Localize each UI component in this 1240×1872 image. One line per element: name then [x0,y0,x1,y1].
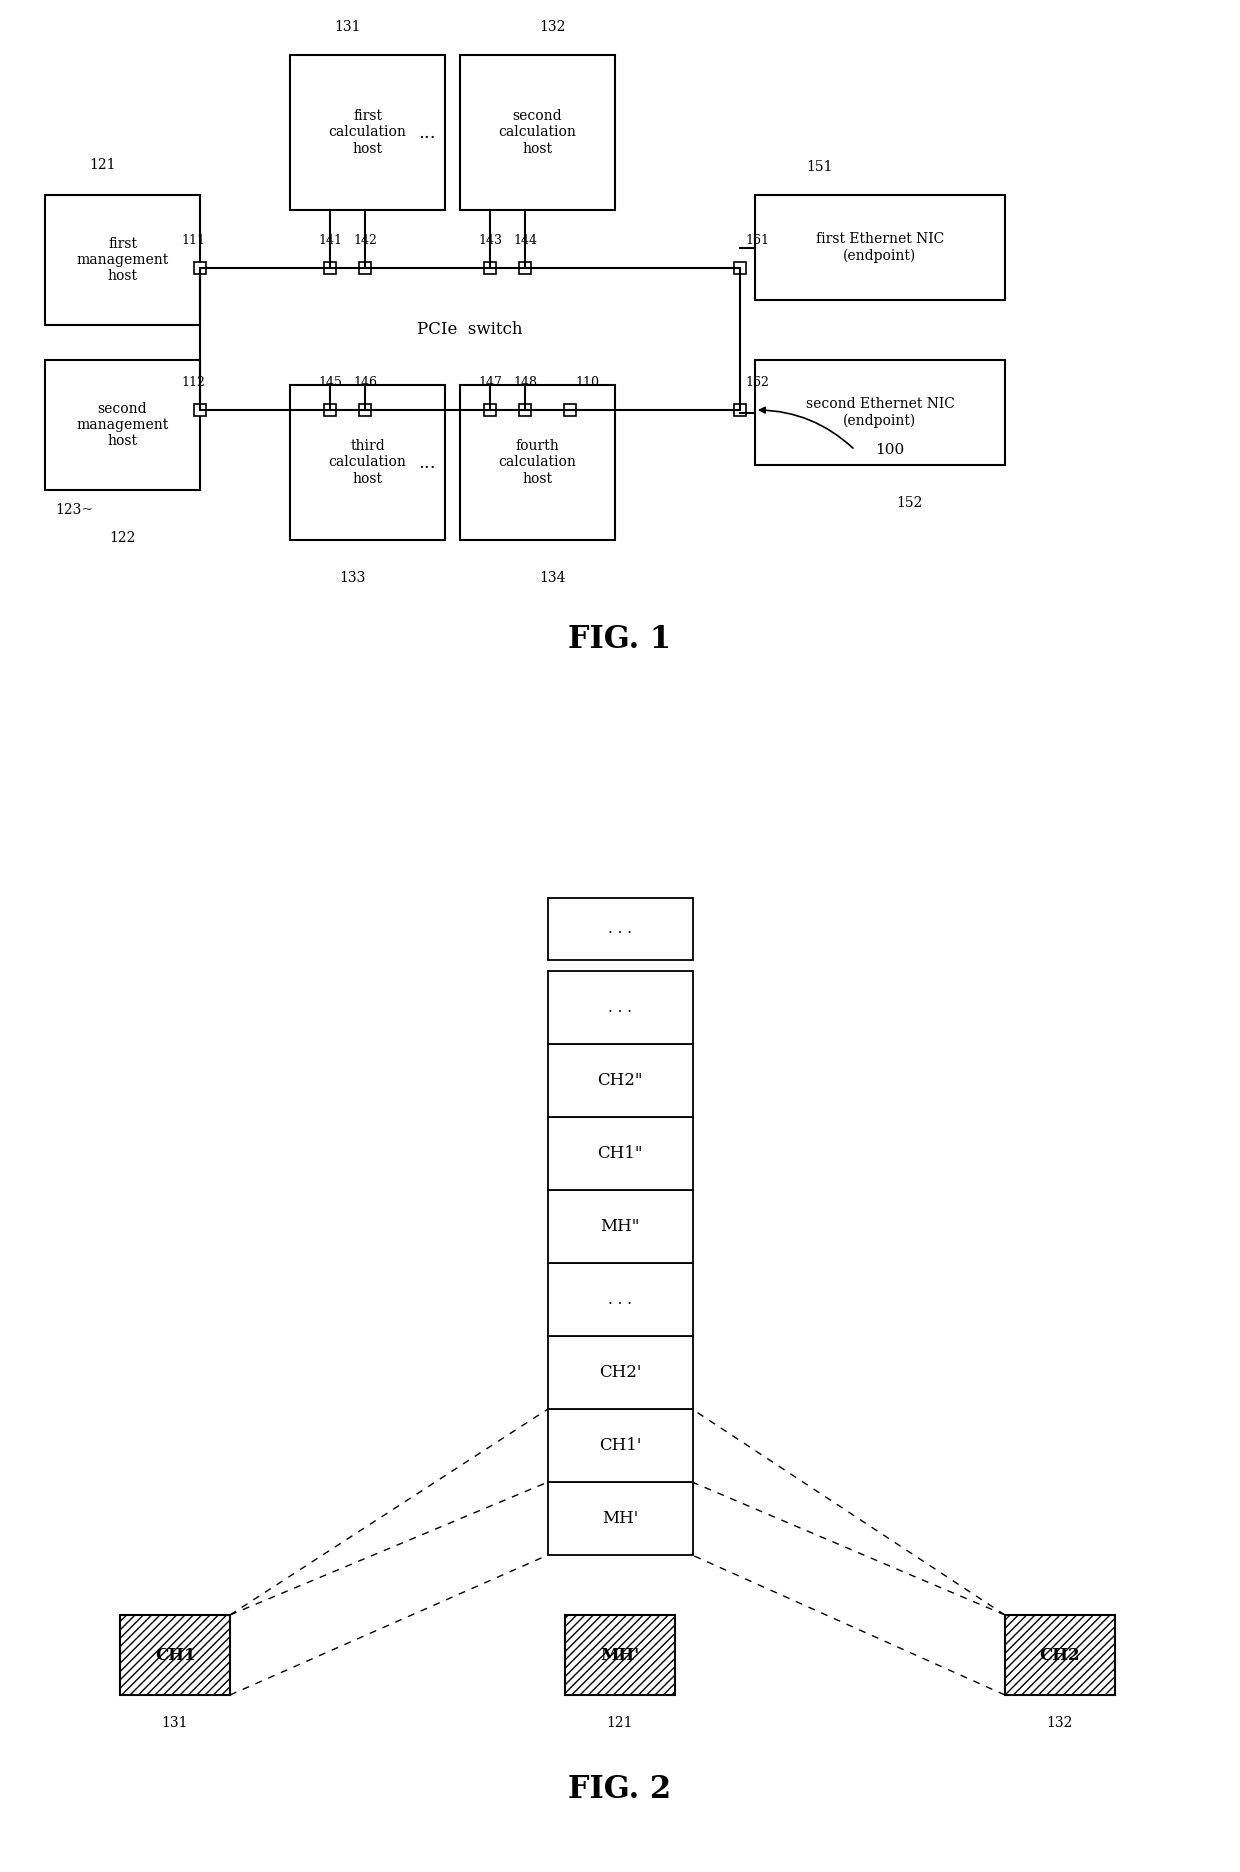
Text: CH2': CH2' [599,1365,641,1382]
Text: 100: 100 [875,444,905,457]
Text: CH1: CH1 [155,1647,195,1664]
Text: 161: 161 [745,234,769,247]
Text: 151: 151 [807,159,833,174]
Text: 121: 121 [89,157,115,172]
Bar [193,404,206,416]
Text: 147: 147 [479,376,502,389]
Text: 132: 132 [1047,1717,1073,1730]
Text: second
calculation
host: second calculation host [498,109,577,155]
Text: 132: 132 [539,21,565,34]
Text: 152: 152 [897,496,924,509]
Text: 111: 111 [181,234,205,247]
Text: 123~: 123~ [55,504,93,517]
Bar [548,899,693,960]
Bar [193,262,206,273]
Text: FIG. 2: FIG. 2 [568,1775,672,1805]
Text: . . .: . . . [608,1000,632,1015]
Bar [290,54,445,210]
Bar [120,1616,229,1694]
Text: 146: 146 [353,376,377,389]
Bar [45,195,200,326]
Text: FIG. 1: FIG. 1 [568,625,672,655]
Text: 112: 112 [181,376,205,389]
Text: CH1': CH1' [599,1438,641,1455]
Text: 142: 142 [353,234,377,247]
Text: 133: 133 [340,571,366,584]
Text: 143: 143 [477,234,502,247]
Bar [360,262,371,273]
Text: MH': MH' [601,1511,639,1528]
Text: ...: ... [419,124,436,142]
Bar [520,404,531,416]
Bar [324,404,336,416]
Bar [565,1616,675,1694]
Text: 134: 134 [539,571,565,584]
Text: 145: 145 [319,376,342,389]
Text: first
management
host: first management host [77,236,169,283]
Bar [460,54,615,210]
Bar [360,404,371,416]
Text: 131: 131 [161,1717,188,1730]
Text: ...: ... [419,453,436,472]
Text: 162: 162 [745,376,769,389]
Bar [755,359,1004,464]
Bar [734,262,746,273]
Text: 148: 148 [513,376,537,389]
Text: second
management
host: second management host [77,402,169,447]
Text: CH2": CH2" [598,1073,642,1090]
Text: 144: 144 [513,234,537,247]
Text: CH1": CH1" [598,1146,642,1163]
Bar [548,1410,693,1483]
Text: second Ethernet NIC
(endpoint): second Ethernet NIC (endpoint) [806,397,955,429]
Bar [564,404,577,416]
Bar [1004,1616,1115,1694]
Text: MH": MH" [600,1219,640,1236]
Text: third
calculation
host: third calculation host [329,440,407,485]
Bar [755,195,1004,300]
Bar [484,262,496,273]
Text: . . .: . . . [608,1292,632,1307]
Text: . . .: . . . [608,923,632,936]
Bar [548,1045,693,1118]
Bar [734,404,746,416]
Text: 131: 131 [335,21,361,34]
Text: CH2: CH2 [1039,1647,1080,1664]
Bar [45,359,200,490]
Text: 141: 141 [317,234,342,247]
Bar [548,1191,693,1264]
Bar [324,262,336,273]
Text: MH': MH' [600,1647,640,1664]
Text: first Ethernet NIC
(endpoint): first Ethernet NIC (endpoint) [816,232,944,262]
Text: 122: 122 [109,532,135,545]
Text: fourth
calculation
host: fourth calculation host [498,440,577,485]
Text: first
calculation
host: first calculation host [329,109,407,155]
Bar [548,1118,693,1191]
Text: PCIe  switch: PCIe switch [417,322,523,339]
Bar [290,386,445,539]
Bar [548,1483,693,1556]
Bar [460,386,615,539]
Bar [548,1264,693,1337]
Text: 121: 121 [606,1717,634,1730]
Text: 110: 110 [575,376,599,389]
Bar [548,1337,693,1410]
Bar [520,262,531,273]
Bar [484,404,496,416]
Bar [548,972,693,1045]
